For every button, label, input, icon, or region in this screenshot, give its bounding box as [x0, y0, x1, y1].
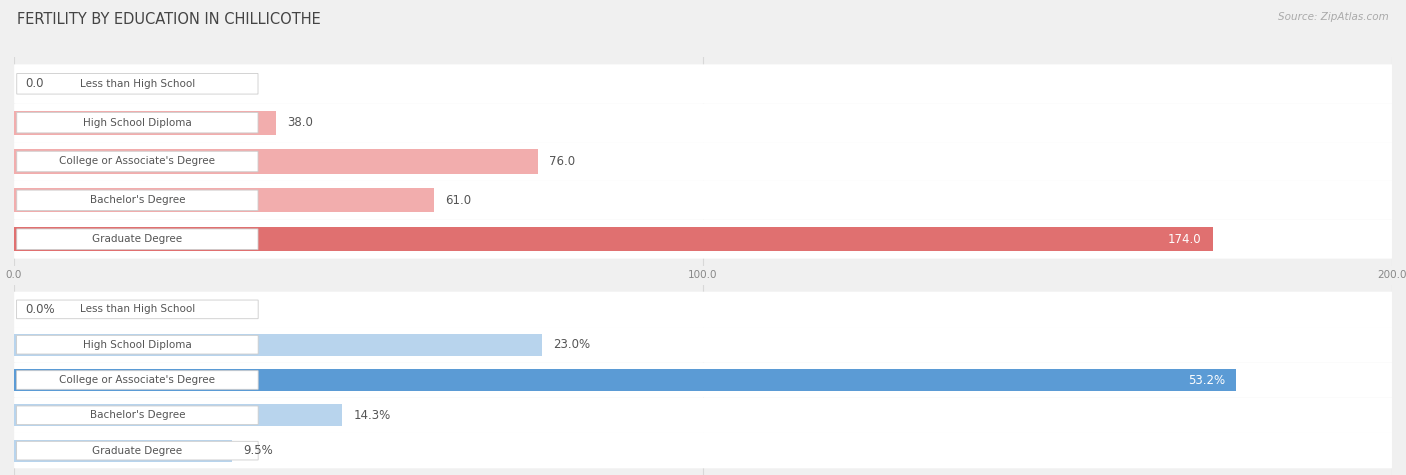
Text: 174.0: 174.0 — [1168, 233, 1202, 246]
Bar — [14, 440, 232, 462]
FancyBboxPatch shape — [17, 406, 259, 425]
Text: College or Associate's Degree: College or Associate's Degree — [59, 156, 215, 167]
Text: Bachelor's Degree: Bachelor's Degree — [90, 410, 186, 420]
Bar — [14, 369, 1236, 391]
FancyBboxPatch shape — [14, 181, 1392, 220]
Bar — [14, 334, 543, 356]
Text: 0.0%: 0.0% — [25, 303, 55, 316]
Bar — [14, 150, 537, 173]
FancyBboxPatch shape — [17, 370, 259, 389]
Bar — [14, 227, 1213, 251]
Text: 61.0: 61.0 — [446, 194, 471, 207]
Bar — [14, 111, 276, 135]
Text: Bachelor's Degree: Bachelor's Degree — [90, 195, 186, 205]
FancyBboxPatch shape — [17, 229, 259, 249]
Text: College or Associate's Degree: College or Associate's Degree — [59, 375, 215, 385]
FancyBboxPatch shape — [17, 300, 259, 319]
Text: FERTILITY BY EDUCATION IN CHILLICOTHE: FERTILITY BY EDUCATION IN CHILLICOTHE — [17, 12, 321, 27]
Text: 76.0: 76.0 — [548, 155, 575, 168]
FancyBboxPatch shape — [17, 74, 259, 94]
FancyBboxPatch shape — [14, 220, 1392, 258]
Text: High School Diploma: High School Diploma — [83, 118, 191, 128]
FancyBboxPatch shape — [14, 433, 1392, 468]
Text: Source: ZipAtlas.com: Source: ZipAtlas.com — [1278, 12, 1389, 22]
FancyBboxPatch shape — [17, 190, 259, 210]
Text: Less than High School: Less than High School — [80, 79, 195, 89]
FancyBboxPatch shape — [14, 292, 1392, 327]
FancyBboxPatch shape — [14, 142, 1392, 181]
FancyBboxPatch shape — [14, 398, 1392, 433]
FancyBboxPatch shape — [14, 103, 1392, 142]
FancyBboxPatch shape — [17, 113, 259, 133]
Bar — [14, 188, 434, 212]
FancyBboxPatch shape — [14, 65, 1392, 103]
Text: High School Diploma: High School Diploma — [83, 340, 191, 350]
Text: 23.0%: 23.0% — [554, 338, 591, 351]
Bar — [14, 404, 343, 426]
Text: 14.3%: 14.3% — [353, 409, 391, 422]
FancyBboxPatch shape — [14, 327, 1392, 362]
Text: Less than High School: Less than High School — [80, 304, 195, 314]
FancyBboxPatch shape — [14, 362, 1392, 398]
FancyBboxPatch shape — [17, 441, 259, 460]
FancyBboxPatch shape — [17, 335, 259, 354]
Text: 53.2%: 53.2% — [1188, 373, 1225, 387]
FancyBboxPatch shape — [17, 151, 259, 172]
Text: Graduate Degree: Graduate Degree — [93, 234, 183, 244]
Text: 0.0: 0.0 — [25, 77, 44, 90]
Text: Graduate Degree: Graduate Degree — [93, 446, 183, 456]
Text: 38.0: 38.0 — [287, 116, 312, 129]
Text: 9.5%: 9.5% — [243, 444, 273, 457]
